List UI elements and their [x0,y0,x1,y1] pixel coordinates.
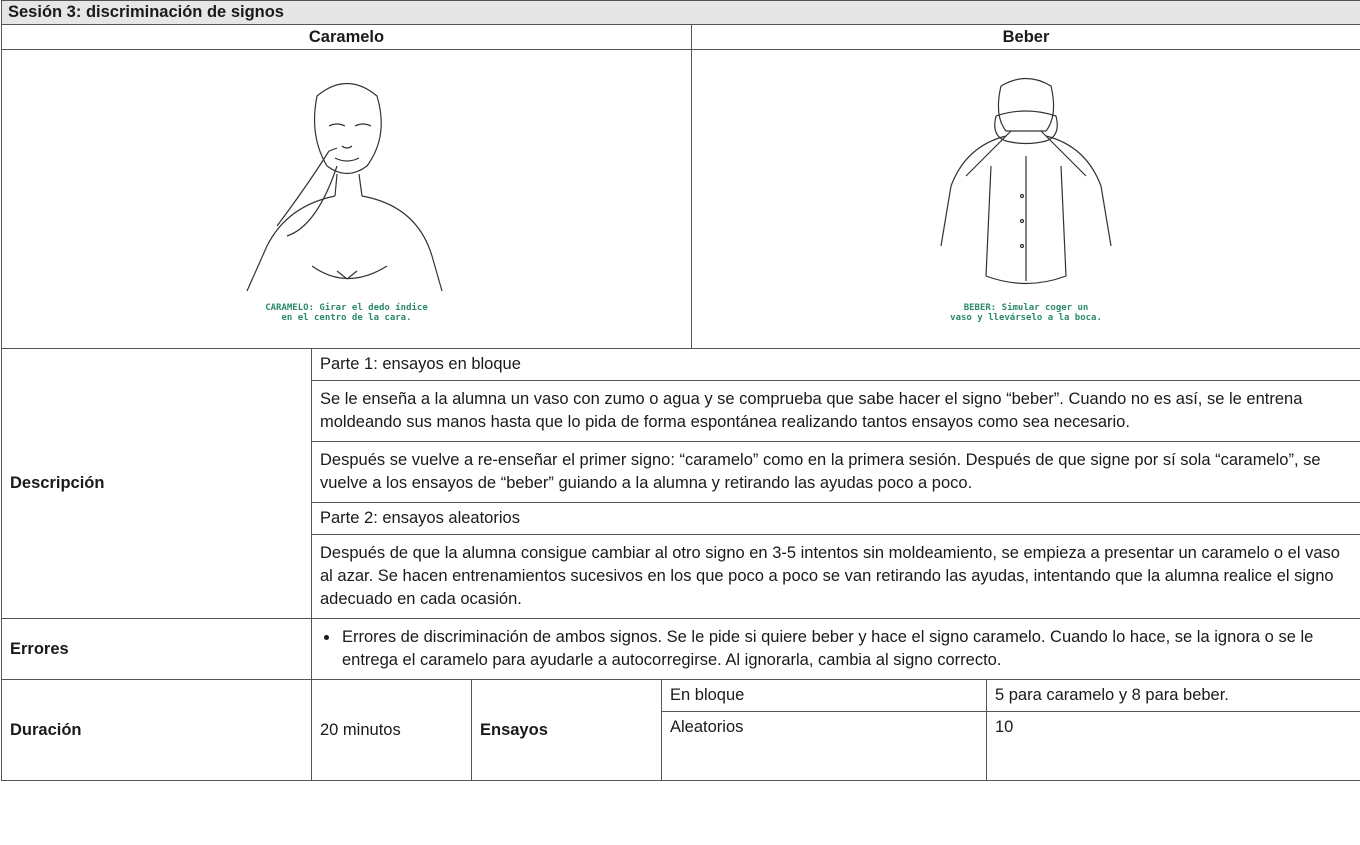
row-label: Descripción [1,348,312,619]
row-label: Duración [1,679,312,781]
duration-value: 20 minutos [311,679,472,781]
column-title: Caramelo [1,24,692,50]
description-part: Parte 1: ensayos en bloque [310,348,1360,381]
image-caption: vaso y llevárselo a la boca. [950,312,1102,323]
image-caption: BEBER: Simular coger un [963,302,1089,313]
error-item: Errores de discriminación de ambos signo… [340,626,1352,672]
trial-type: En bloque [661,679,987,712]
description-text: Se le enseña a la alumna un vaso con zum… [310,380,1360,442]
sign-drawing [940,77,1112,284]
trials-label: Ensayos [471,679,662,781]
trial-count: 5 para caramelo y 8 para beber. [985,679,1360,712]
session-table: Sesión 3: discriminación de signos Caram… [0,0,1360,781]
description-text: Después se vuelve a re-enseñar el primer… [310,441,1360,503]
image-cell: BEBER: Simular coger un vaso y llevársel… [690,49,1360,349]
image-cell: CARAMELO: Girar el dedo índice en el cen… [1,49,692,349]
errors-list: Errores de discriminación de ambos signo… [320,626,1352,672]
errors-cell: Errores de discriminación de ambos signo… [310,618,1360,680]
title: Sesión 3: discriminación de signos [0,0,1360,25]
description-part: Parte 2: ensayos aleatorios [310,502,1360,535]
image-caption: en el centro de la cara. [281,312,412,323]
trial-count: 10 [985,711,1360,781]
sign-drawing [245,82,443,291]
description-text: Después de que la alumna consigue cambia… [310,534,1360,619]
row-label: Errores [1,618,312,680]
image-caption: CARAMELO: Girar el dedo índice [265,302,428,313]
column-title: Beber [690,24,1360,50]
trial-type: Aleatorios [661,711,987,781]
